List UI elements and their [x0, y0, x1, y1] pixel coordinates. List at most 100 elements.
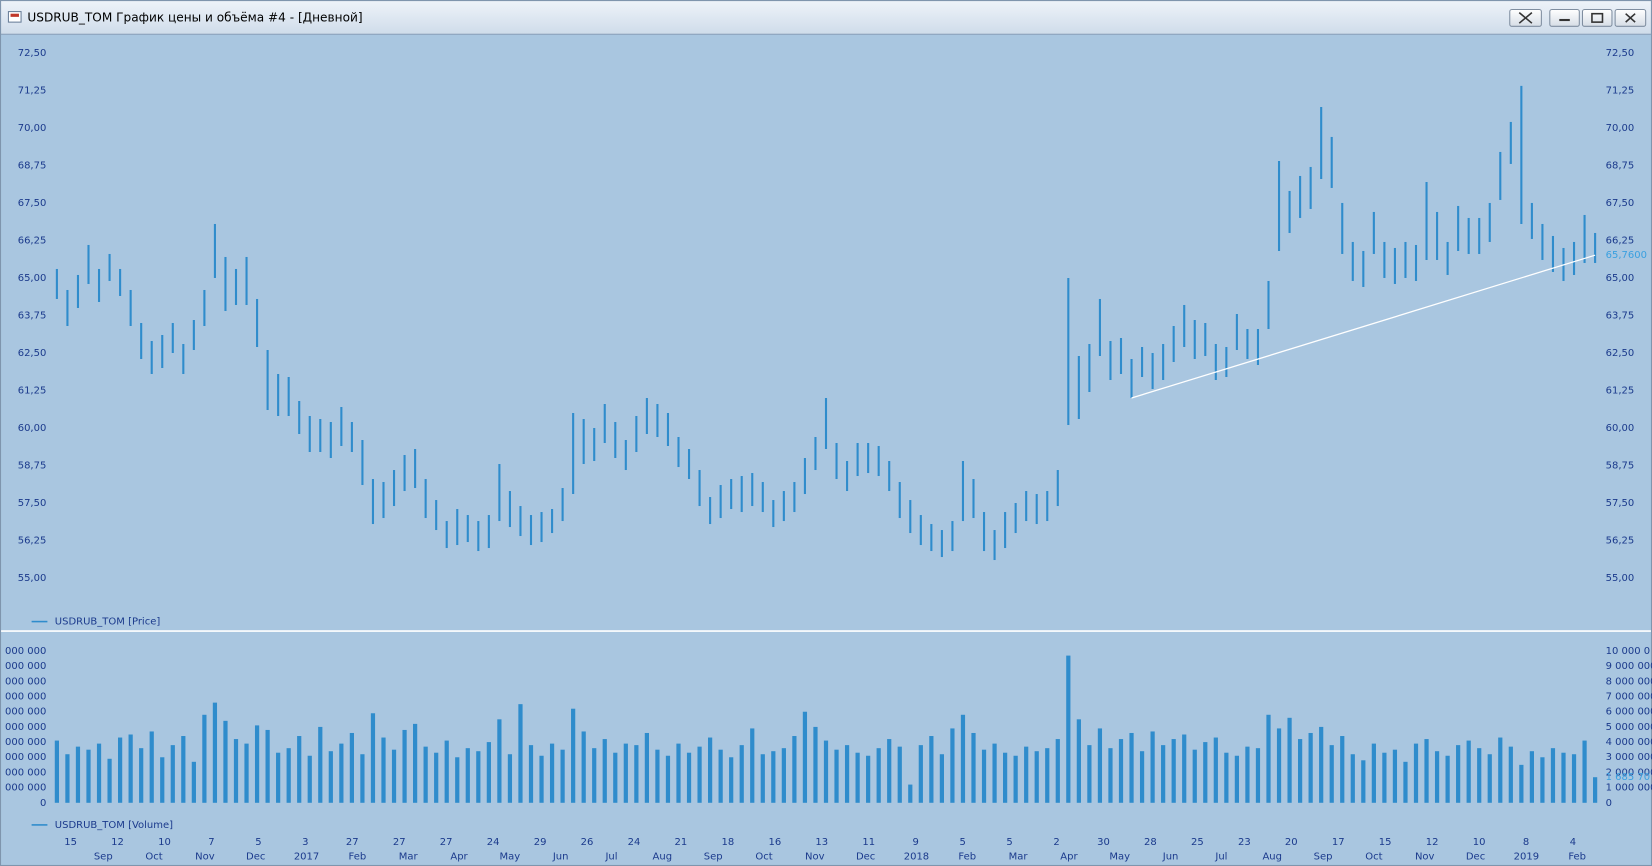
y-tick-label: 000 000: [5, 707, 46, 718]
y-tick-label: 71,25: [18, 85, 47, 96]
volume-bar: [1456, 745, 1461, 803]
x-month-label: May: [1109, 852, 1130, 863]
x-tick-label: 23: [1238, 837, 1251, 848]
volume-bar: [339, 743, 344, 803]
volume-bar: [1519, 764, 1524, 803]
y-tick-label: 72,50: [18, 48, 47, 59]
volume-bar: [1224, 752, 1229, 803]
volume-bar: [1287, 717, 1292, 803]
y2-tick-label: 57,50: [1606, 498, 1635, 509]
volume-bar: [592, 748, 597, 803]
y-tick-label: 58,75: [18, 461, 47, 472]
volume-bar: [1129, 732, 1134, 803]
volume-bar: [676, 743, 681, 803]
volume-bar: [486, 742, 491, 803]
volume-bar: [950, 728, 955, 803]
volume-bar: [823, 740, 829, 803]
last-price-label: 65,7600: [1606, 250, 1647, 261]
y-tick-label: 0: [40, 798, 46, 809]
y-tick-label: 60,00: [18, 423, 47, 434]
volume-bar: [644, 732, 649, 803]
x-month-label: Nov: [195, 852, 215, 863]
volume-bar: [128, 734, 133, 803]
x-month-label: 2017: [294, 852, 319, 863]
x-tick-label: 5: [255, 837, 261, 848]
volume-bar: [792, 736, 797, 803]
x-tick-label: 15: [1379, 837, 1392, 848]
x-tick-label: 13: [815, 837, 828, 848]
volume-bar: [233, 739, 239, 803]
x-tick-label: 18: [722, 837, 735, 848]
volume-bar: [212, 702, 218, 803]
window-title: USDRUB_TOM График цены и объёма #4 - [Дн…: [27, 10, 362, 24]
y2-tick-label: 70,00: [1606, 123, 1635, 134]
x-month-label: Jun: [552, 852, 569, 863]
y2-tick-label: 60,00: [1606, 423, 1635, 434]
volume-bar: [75, 746, 81, 803]
volume-bar: [223, 720, 228, 803]
x-tick-label: 25: [1191, 837, 1204, 848]
y2-tick-label: 7 000 000: [1606, 692, 1652, 703]
volume-bar: [297, 736, 302, 803]
volume-bar: [318, 726, 323, 803]
volume-bar: [1392, 749, 1398, 803]
volume-bar: [1424, 739, 1429, 803]
x-tick-label: 24: [628, 837, 641, 848]
volume-bar: [1171, 739, 1176, 803]
y-tick-label: 000 000: [5, 661, 46, 672]
y-tick-label: 65,00: [18, 273, 47, 284]
x-month-label: Jun: [1162, 852, 1179, 863]
x-month-label: Feb: [958, 852, 976, 863]
volume-bar: [160, 757, 165, 803]
y2-tick-label: 72,50: [1606, 48, 1635, 59]
volume-bar: [1508, 746, 1513, 803]
y-tick-label: 000 000: [5, 692, 46, 703]
minimize-button[interactable]: [1549, 8, 1580, 27]
volume-bar: [118, 737, 123, 803]
volume-bar: [739, 745, 744, 803]
y2-tick-label: 55,00: [1606, 573, 1635, 584]
volume-bar: [360, 754, 365, 803]
volume-bar: [1266, 714, 1271, 803]
x-month-label: Dec: [856, 852, 875, 863]
maximize-button[interactable]: [1581, 8, 1613, 27]
x-tick-label: 29: [534, 837, 547, 848]
volume-bar: [1298, 739, 1303, 803]
y-tick-label: 000 000: [5, 737, 46, 748]
window-buttons: [1509, 8, 1647, 27]
y-tick-label: 61,25: [18, 386, 47, 397]
volume-bar: [560, 749, 565, 803]
y-tick-label: 57,50: [18, 498, 47, 509]
volume-bar: [1413, 743, 1419, 803]
volume-bar: [981, 749, 987, 803]
y-tick-label: 56,25: [18, 536, 47, 547]
x-month-label: Dec: [246, 852, 265, 863]
close-icon: [1625, 13, 1636, 23]
volume-bar: [1477, 748, 1482, 803]
x-month-label: 2019: [1514, 852, 1539, 863]
volume-bar: [992, 743, 997, 803]
volume-bar: [465, 748, 470, 803]
y-tick-label: 000 000: [5, 722, 46, 733]
volume-bar: [834, 749, 839, 803]
x-month-label: Feb: [1568, 852, 1586, 863]
volume-bar: [507, 754, 513, 803]
volume-bar: [191, 761, 196, 803]
x-tick-label: 10: [1473, 837, 1486, 848]
y-tick-label: 55,00: [18, 573, 47, 584]
volume-bar: [381, 737, 386, 803]
volume-bar: [1434, 751, 1440, 803]
volume-bar: [1118, 739, 1124, 803]
y2-tick-label: 5 000 000: [1606, 722, 1652, 733]
volume-bar: [1034, 751, 1039, 803]
x-tick-label: 20: [1285, 837, 1298, 848]
y2-tick-label: 66,25: [1606, 235, 1635, 246]
volume-bar: [1550, 748, 1556, 803]
volume-bar: [1319, 726, 1324, 803]
volume-bar: [96, 743, 102, 803]
volume-bar: [729, 757, 734, 803]
volume-bar: [771, 751, 776, 803]
volume-bar: [750, 728, 755, 803]
x-month-label: Oct: [755, 852, 772, 863]
